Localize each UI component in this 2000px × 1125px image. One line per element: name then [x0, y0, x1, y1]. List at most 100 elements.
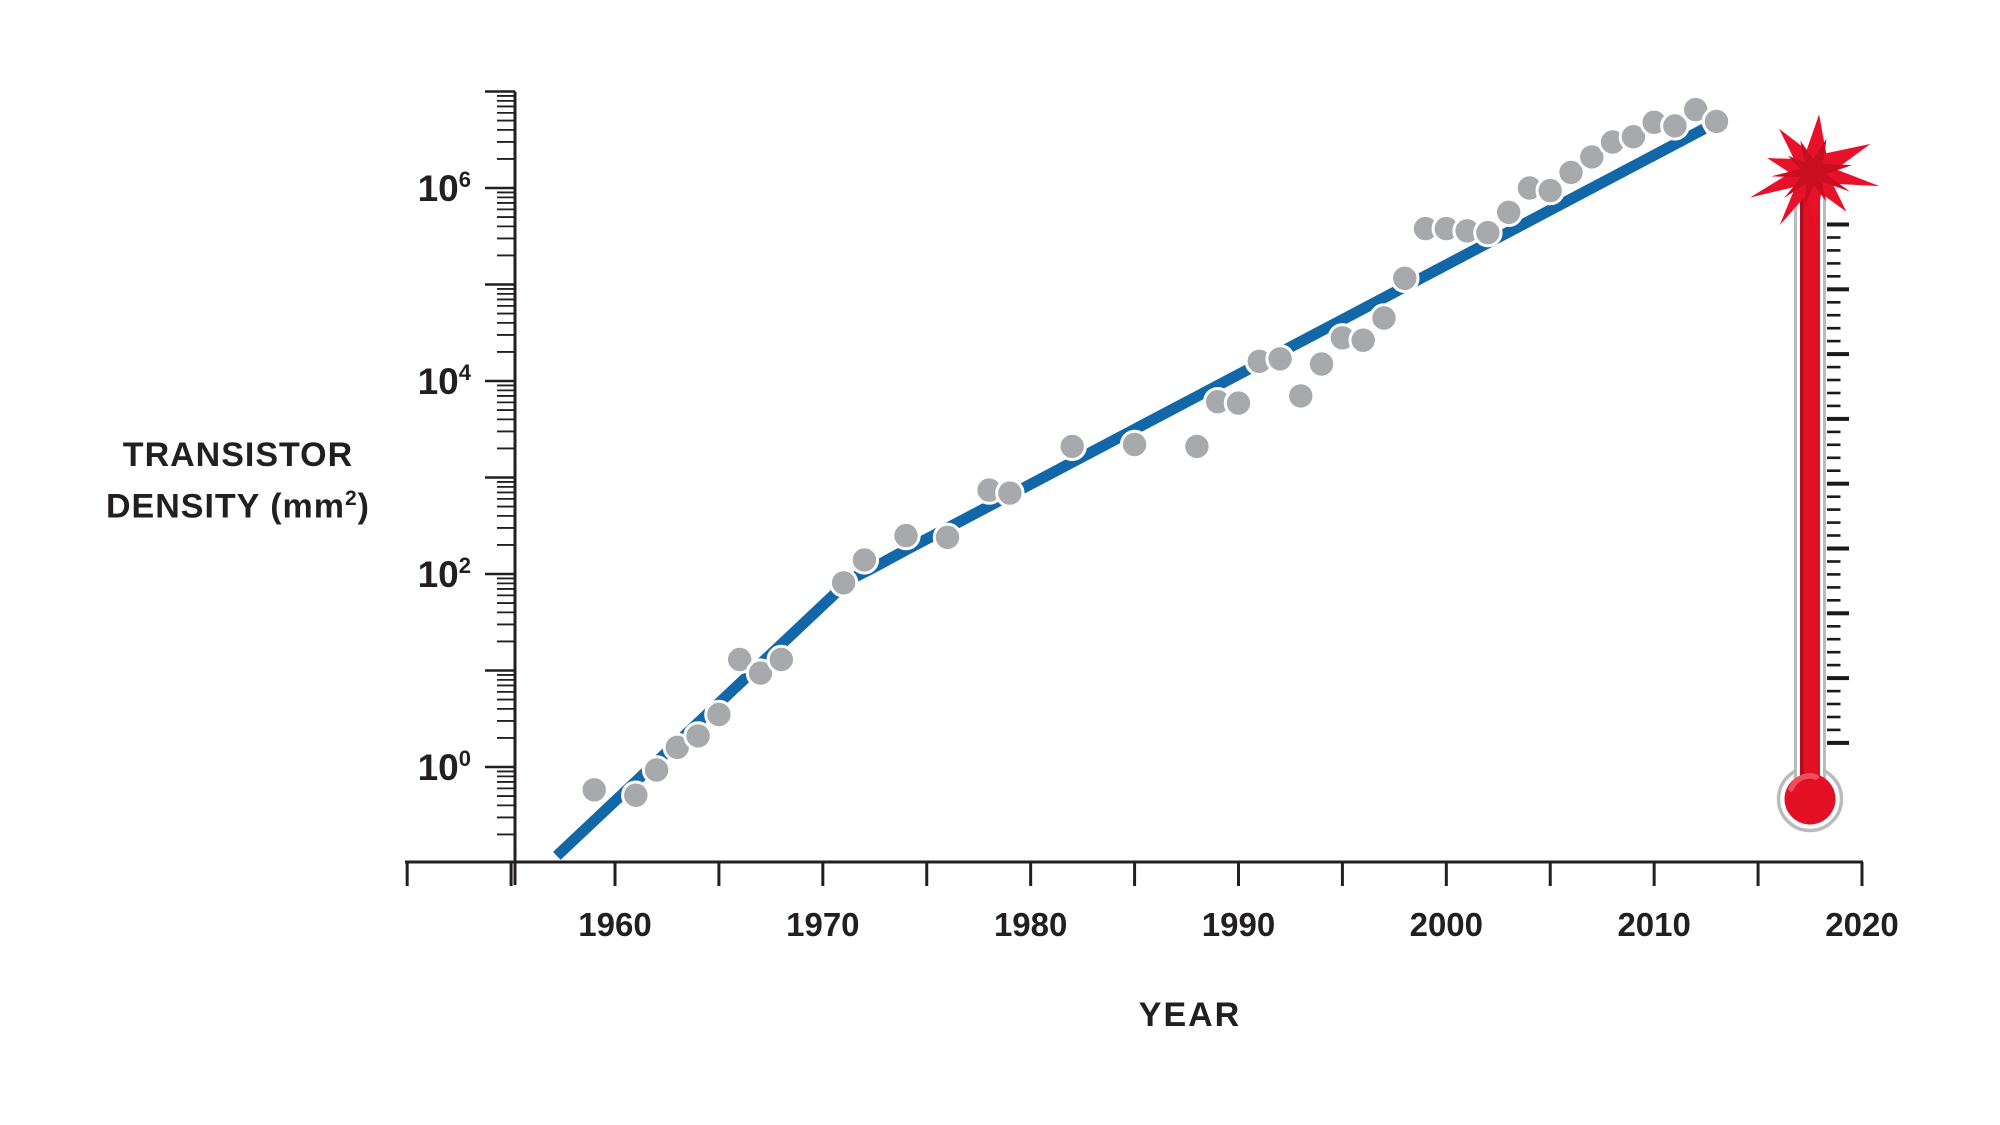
thermometer-ruler-minor-tick [1827, 236, 1841, 239]
y-tick-label-base: 10 [418, 747, 459, 788]
data-point [1369, 303, 1399, 333]
thermometer-ruler-minor-tick [1827, 599, 1841, 602]
thermometer-ruler-minor-tick [1827, 728, 1841, 732]
thermometer-bulb-highlight [1788, 773, 1819, 792]
y-tick-label-exponent: 6 [459, 167, 471, 192]
thermometer-ruler-minor-tick [1827, 586, 1841, 589]
x-tick-label: 1960 [578, 906, 651, 943]
thermometer-ruler-minor-tick [1827, 495, 1841, 498]
thermometer-ruler-major-tick [1827, 611, 1849, 616]
thermometer-ruler-minor-tick [1827, 625, 1841, 628]
thermometer-red-column-shade [1800, 165, 1804, 795]
data-point [1390, 263, 1420, 293]
thermometer-ruler-minor-tick [1827, 715, 1841, 719]
y-tick-label-base: 10 [418, 168, 459, 209]
data-point [1348, 325, 1378, 355]
data-point [1701, 106, 1732, 137]
data-point [1618, 122, 1649, 152]
x-tick-label: 2000 [1410, 906, 1483, 943]
thermometer [1750, 114, 1880, 833]
thermometer-ruler-minor-tick [1827, 404, 1841, 408]
thermometer-ruler-minor-tick [1827, 301, 1841, 304]
thermometer-ruler-minor-tick [1827, 430, 1841, 434]
data-point [849, 545, 880, 575]
data-point [1057, 431, 1087, 462]
thermometer-ruler-minor-tick [1827, 313, 1841, 317]
thermometer-ruler-minor-tick [1827, 378, 1841, 382]
data-point [932, 522, 963, 552]
thermometer-ruler-major-tick [1827, 481, 1849, 486]
thermometer-red-column [1800, 165, 1820, 795]
data-point [745, 658, 776, 688]
thermometer-ruler-minor-tick [1827, 391, 1841, 395]
data-point [1556, 157, 1586, 188]
thermometer-ruler-minor-tick [1827, 443, 1841, 447]
thermometer-ruler-major-tick [1827, 740, 1849, 745]
y-tick-label-exponent: 0 [459, 746, 471, 771]
thermometer-ruler-minor-tick [1827, 650, 1841, 654]
thermometer-ruler-minor-tick [1827, 249, 1841, 252]
thermometer-ruler-minor-tick [1827, 663, 1841, 667]
data-point [1265, 344, 1295, 374]
thermometer-ruler-minor-tick [1827, 456, 1841, 460]
data-point [1535, 175, 1565, 206]
thermometer-ruler-major-tick [1827, 546, 1849, 551]
thermometer-ruler-minor-tick [1827, 702, 1841, 706]
data-point [1119, 429, 1150, 460]
thermometer-ruler-minor-tick [1827, 560, 1841, 563]
data-point [1182, 431, 1212, 462]
thermometer-ruler-major-tick [1827, 352, 1849, 357]
thermometer-ruler-minor-tick [1827, 469, 1841, 472]
x-tick-label: 2020 [1825, 906, 1898, 943]
data-point [621, 780, 651, 810]
data-point [891, 520, 921, 551]
y-tick-label: 100 [418, 746, 471, 788]
x-tick-label: 1970 [786, 906, 859, 943]
thermometer-ruler-minor-tick [1827, 573, 1841, 576]
y-tick-label-base: 10 [418, 554, 459, 595]
y-tick-label: 106 [418, 167, 471, 209]
data-point [1473, 217, 1503, 248]
data-point [1306, 349, 1337, 379]
y-axis-title-line2: DENSITY (mm2) [106, 487, 370, 526]
data-point [641, 755, 672, 785]
data-point [1660, 111, 1690, 141]
x-tick-label: 1990 [1202, 906, 1275, 943]
data-point [1494, 197, 1524, 228]
y-tick-label: 102 [418, 553, 471, 595]
scatter-points [579, 94, 1732, 810]
thermometer-ruler-minor-tick [1827, 508, 1841, 511]
data-point [995, 478, 1025, 508]
thermometer-ruler-minor-tick [1827, 339, 1841, 343]
thermometer-ruler-major-tick [1827, 416, 1849, 421]
thermometer-ruler-major-tick [1827, 222, 1849, 227]
thermometer-ruler-minor-tick [1827, 689, 1841, 693]
y-tick-label: 104 [418, 360, 472, 402]
thermometer-ruler-major-tick [1827, 287, 1849, 292]
y-tick-label-base: 10 [418, 361, 459, 402]
thermometer-ruler-minor-tick [1827, 326, 1841, 330]
x-tick-label: 1980 [994, 906, 1067, 943]
trend-line [553, 124, 1707, 860]
y-tick-label-exponent: 4 [459, 360, 472, 385]
thermometer-ruler-minor-tick [1827, 637, 1841, 641]
y-axis-title-superscript: 2 [344, 487, 358, 510]
x-axis-title: YEAR [1138, 996, 1242, 1034]
data-point [683, 721, 713, 751]
thermometer-ruler-minor-tick [1827, 365, 1841, 369]
y-axis-title-line1: TRANSISTOR [122, 436, 354, 474]
data-point [725, 644, 755, 675]
y-axis-title: TRANSISTOR DENSITY (mm2) [78, 434, 398, 528]
thermometer-ruler-minor-tick [1827, 275, 1841, 278]
x-tick-label: 2010 [1617, 906, 1690, 943]
thermometer-ruler-minor-tick [1827, 534, 1841, 537]
data-point [828, 568, 859, 598]
y-tick-label-exponent: 2 [459, 553, 471, 578]
data-point [766, 644, 796, 675]
data-point [1286, 381, 1316, 411]
data-point [579, 775, 609, 805]
data-point [704, 699, 734, 730]
